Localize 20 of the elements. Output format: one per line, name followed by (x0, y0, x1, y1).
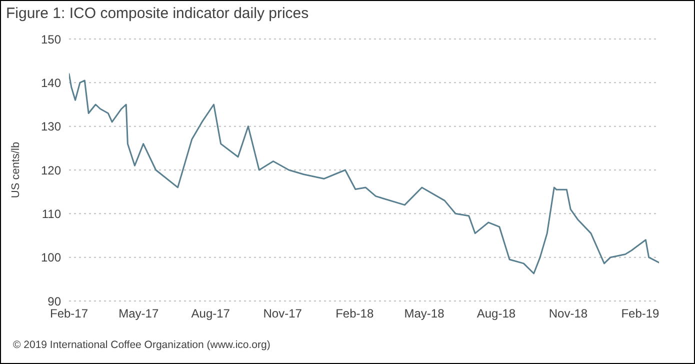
y-tick-label: 110 (42, 206, 62, 221)
chart-title: Figure 1: ICO composite indicator daily prices (6, 5, 309, 22)
x-tick-label: Feb-17 (50, 306, 88, 321)
y-tick-label: 90 (48, 294, 62, 308)
x-tick-label: Feb-19 (621, 306, 660, 321)
x-tick-label: Feb-18 (336, 306, 374, 321)
x-tick-label: May-17 (118, 306, 159, 321)
x-tick-label: May-18 (404, 306, 445, 321)
y-tick-label: 120 (40, 163, 62, 178)
y-tick-label: 100 (40, 250, 62, 265)
y-tick-label: 140 (40, 76, 62, 90)
line-series (69, 73, 659, 274)
x-tick-label: Aug-18 (476, 306, 516, 321)
y-tick-label: 150 (40, 32, 62, 46)
x-tick-label: Aug-17 (191, 306, 230, 321)
x-tick-label: Nov-18 (548, 306, 588, 321)
y-tick-label: 130 (40, 120, 62, 134)
text: © 2019 International Coffee Organization (www.ico.org) (13, 339, 270, 351)
x-tick-label: Nov-17 (263, 306, 302, 321)
y-axis-title: US cents/lb (10, 142, 22, 198)
